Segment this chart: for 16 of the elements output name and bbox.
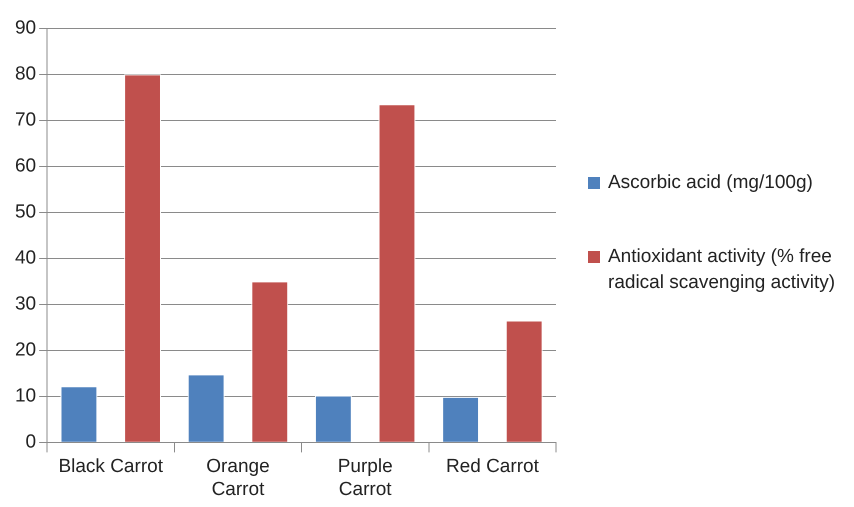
y-tick-label: 90 (14, 18, 36, 39)
y-tick-label: 30 (14, 294, 36, 315)
legend-label: Antioxidant activity (% free radical scavenging activity) (608, 245, 836, 295)
x-tick-label: Red Carrot (446, 456, 540, 478)
x-tick-label: Black Carrot (58, 456, 164, 478)
y-tick-label: 10 (14, 386, 36, 407)
y-tick-label: 40 (14, 248, 36, 269)
x-tick-label: Purple Carrot (338, 456, 393, 500)
y-tick-label: 0 (26, 432, 36, 453)
y-tick-label: 60 (14, 156, 36, 177)
y-tick-label: 80 (14, 64, 36, 85)
x-tick-label: Orange Carrot (206, 456, 270, 500)
legend-label: Ascorbic acid (mg/100g) (608, 171, 813, 195)
y-tick-label: 20 (14, 340, 36, 361)
y-tick-label: 70 (14, 110, 36, 131)
y-tick-label: 50 (14, 202, 36, 223)
